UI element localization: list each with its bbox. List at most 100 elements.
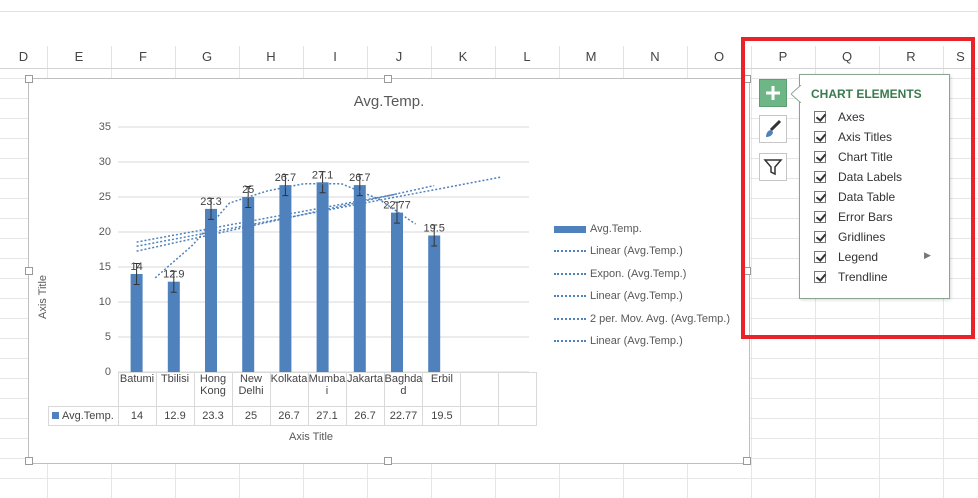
column-header[interactable]: K: [431, 46, 496, 68]
chart-element-legend[interactable]: Legend ▶: [814, 249, 934, 267]
data-label: 27.1: [312, 169, 333, 181]
legend-label: Avg.Temp.: [590, 223, 642, 235]
category-line: Batumi: [119, 373, 155, 385]
legend-bar-swatch: [554, 225, 586, 233]
legend-entry[interactable]: Linear (Avg.Temp.): [554, 335, 683, 351]
data-table-value: 12.9: [155, 405, 195, 426]
chart-element-label: Axes: [838, 110, 865, 124]
category-line: Delhi: [238, 385, 264, 397]
legend-entry[interactable]: Avg.Temp.: [554, 223, 642, 239]
legend-entry[interactable]: Linear (Avg.Temp.): [554, 290, 683, 306]
data-table-category: Jakarta: [345, 372, 385, 407]
category-line: Kong: [200, 385, 226, 397]
legend-line-swatch: [554, 295, 586, 298]
column-header[interactable]: S: [956, 49, 965, 64]
data-table[interactable]: Batumi Tbilisi Hong Kong New Delhi Kolkata…: [48, 372, 538, 426]
checkbox[interactable]: [814, 231, 826, 243]
category-line: i: [325, 385, 329, 397]
column-header[interactable]: D: [0, 46, 48, 68]
resize-handle[interactable]: [743, 457, 751, 465]
resize-handle[interactable]: [384, 457, 392, 465]
submenu-arrow-icon[interactable]: ▶: [924, 250, 931, 260]
y-tick-label: 15: [98, 261, 111, 273]
column-header[interactable]: L: [495, 46, 560, 68]
column-header[interactable]: P: [751, 46, 816, 68]
x-axis-title[interactable]: Axis Title: [289, 431, 334, 443]
checkbox[interactable]: [814, 191, 826, 203]
column-header[interactable]: Q: [815, 46, 880, 68]
legend-entry[interactable]: 2 per. Mov. Avg. (Avg.Temp.): [554, 313, 730, 329]
checkbox[interactable]: [814, 271, 826, 283]
bar: [167, 281, 180, 372]
y-tick-label: 20: [98, 226, 111, 238]
chart-element-label: Chart Title: [838, 150, 893, 164]
data-table-value: 27.1: [307, 405, 347, 426]
data-label: 14: [130, 261, 142, 273]
checkbox[interactable]: [814, 251, 826, 263]
data-table-category: Hong Kong: [193, 372, 233, 407]
resize-handle[interactable]: [25, 267, 33, 275]
category-line: Kolkata: [270, 373, 308, 385]
category-line: Jakarta: [346, 373, 384, 385]
data-table-value: 19.5: [422, 405, 462, 426]
resize-handle[interactable]: [384, 75, 392, 83]
legend-label: Expon. (Avg.Temp.): [590, 268, 687, 280]
column-header[interactable]: R: [879, 46, 944, 68]
chart-element-label: Trendline: [838, 270, 888, 284]
chart-elements-flyout: CHART ELEMENTS Axes Axis Titles Chart Ti…: [791, 74, 950, 299]
flyout-title: CHART ELEMENTS: [811, 87, 922, 101]
error-bar: [356, 174, 363, 197]
column-header[interactable]: E: [47, 46, 112, 68]
brush-icon: [766, 119, 782, 137]
data-table-category: [460, 372, 500, 407]
column-header[interactable]: H: [239, 46, 304, 68]
bar: [353, 185, 366, 372]
legend-entry[interactable]: Linear (Avg.Temp.): [554, 245, 683, 261]
column-header[interactable]: M: [559, 46, 624, 68]
y-tick-label: 10: [98, 296, 111, 308]
checkbox[interactable]: [814, 131, 826, 143]
chart-element-label: Error Bars: [838, 210, 893, 224]
column-header[interactable]: J: [367, 46, 432, 68]
data-label: 25: [242, 184, 254, 196]
category-line: Baghda: [384, 373, 423, 385]
data-table-category: [498, 372, 538, 407]
data-table-value-row: Avg.Temp. 14 12.9 23.3 25 26.7 27.1 26.7…: [48, 405, 538, 426]
bar: [205, 208, 217, 372]
error-bar: [208, 197, 214, 220]
chart-area[interactable]: Avg.Temp. 35 30 25 20 15 10 5 0 Axis Tit…: [25, 75, 751, 465]
legend-entry[interactable]: Expon. (Avg.Temp.): [554, 268, 686, 284]
column-header[interactable]: N: [623, 46, 688, 68]
data-label: 19.5: [423, 223, 444, 235]
legend-line-swatch: [554, 318, 586, 321]
category-line: Erbil: [430, 373, 453, 385]
chart-filters-button[interactable]: [759, 153, 787, 181]
data-table-value: 14: [117, 405, 157, 426]
chart-styles-button[interactable]: [759, 115, 787, 143]
chart-title[interactable]: Avg.Temp.: [353, 93, 425, 110]
column-header[interactable]: G: [175, 46, 240, 68]
y-tick-label: 35: [98, 121, 111, 133]
data-table-category: Baghda d: [383, 372, 424, 407]
chart-element-label: Data Labels: [838, 170, 903, 184]
column-header[interactable]: F: [111, 46, 176, 68]
chart-element-label: Data Table: [838, 190, 896, 204]
data-table-category-row: Batumi Tbilisi Hong Kong New Delhi Kolkata…: [48, 372, 538, 407]
column-header[interactable]: I: [303, 46, 368, 68]
checkbox[interactable]: [814, 211, 826, 223]
data-table-series-label: Avg.Temp.: [48, 405, 119, 426]
error-bar: [133, 263, 140, 285]
chart-element-label: Gridlines: [838, 230, 886, 244]
trendline: [136, 193, 398, 243]
bar: [130, 274, 143, 372]
column-header[interactable]: O: [687, 46, 752, 68]
chart-elements-button[interactable]: [759, 79, 787, 107]
resize-handle[interactable]: [25, 75, 33, 83]
resize-handle[interactable]: [25, 457, 33, 465]
legend-line-swatch: [554, 250, 586, 253]
checkbox[interactable]: [814, 111, 826, 123]
plus-icon: [766, 86, 780, 100]
checkbox[interactable]: [814, 171, 826, 183]
checkbox[interactable]: [814, 151, 826, 163]
